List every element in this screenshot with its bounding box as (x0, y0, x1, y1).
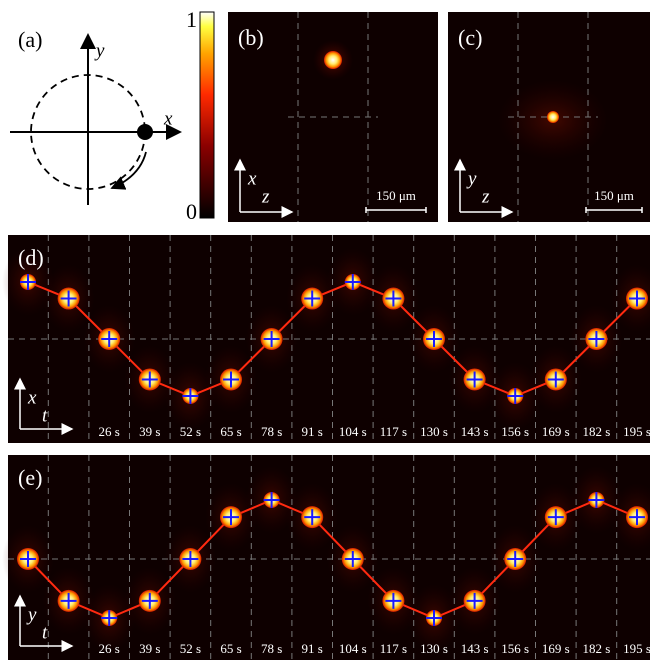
tracked-center (507, 388, 524, 404)
particle-image (547, 111, 559, 123)
time-label: 52 s (180, 424, 201, 439)
time-label: 117 s (380, 641, 407, 656)
tracked-center (426, 610, 442, 626)
tracked-center (385, 592, 402, 609)
axis-label: t (42, 405, 48, 426)
tracked-center (588, 492, 605, 508)
tracked-center (20, 551, 36, 567)
panel-b: (b) x z 150 μm (228, 12, 438, 222)
panel-e: 26 s 39 s 52 s 65 s 78 s 91 s 104 s 117 s 130 s 1… (2, 455, 650, 660)
time-label: 182 s (582, 641, 610, 656)
time-label: 65 s (220, 641, 241, 656)
tracked-center (466, 592, 483, 609)
time-label: 182 s (582, 424, 610, 439)
panel-label: (b) (238, 25, 264, 50)
panel-a: (a) x y (10, 27, 182, 205)
time-label: 143 s (461, 641, 489, 656)
tracked-center (466, 371, 483, 388)
panel-label: (e) (18, 465, 42, 490)
time-label: 91 s (302, 424, 323, 439)
time-label: 130 s (420, 641, 448, 656)
axis-label: x (247, 168, 257, 189)
axis-label: x (163, 108, 173, 129)
axis-label: t (42, 622, 48, 643)
time-label: 104 s (339, 641, 367, 656)
tracked-center (182, 551, 199, 567)
time-label: 130 s (420, 424, 448, 439)
track (27, 280, 638, 398)
time-label: 26 s (99, 641, 120, 656)
tracked-center (344, 551, 361, 567)
particle (137, 124, 153, 140)
axis-label: y (466, 168, 477, 189)
tracked-center (344, 274, 361, 290)
tracked-center (60, 592, 77, 609)
tracked-center (629, 509, 645, 526)
tracked-center (547, 509, 564, 526)
scale-bar-label: 150 μm (594, 188, 634, 203)
time-label: 39 s (139, 641, 160, 656)
time-label: 169 s (542, 424, 570, 439)
tracked-center (182, 388, 199, 404)
tracked-center (101, 331, 118, 347)
panel-d: 26 s 39 s 52 s 65 s 78 s 91 s 104 s 117 s 130 s 1… (2, 235, 650, 443)
tracked-center (426, 331, 442, 347)
axis-label: z (481, 186, 490, 207)
colorbar-tick: 1 (186, 7, 197, 32)
time-label: 26 s (99, 424, 120, 439)
time-label: 78 s (261, 424, 282, 439)
rotation-arrow (110, 151, 147, 190)
tracked-center (20, 274, 36, 290)
tracked-center (101, 610, 118, 626)
panel-label: (a) (18, 27, 42, 52)
scale-bar (585, 207, 643, 213)
tracked-center (223, 509, 239, 526)
tracked-center (141, 371, 158, 388)
track (27, 498, 638, 620)
tracked-center (385, 290, 402, 307)
time-label: 104 s (339, 424, 367, 439)
axis-label: y (94, 40, 105, 61)
tracked-center (141, 592, 158, 609)
panel-label: (d) (18, 245, 44, 270)
tracked-center (223, 371, 239, 388)
axis-label: z (261, 186, 270, 207)
time-label: 52 s (180, 641, 201, 656)
panel-c: (c) y z 150 μm (448, 12, 650, 222)
time-label: 195 s (623, 641, 650, 656)
tracked-center (547, 371, 564, 388)
tracked-center (263, 331, 280, 347)
time-label: 195 s (623, 424, 650, 439)
tracked-center (588, 331, 605, 347)
time-label: 65 s (220, 424, 241, 439)
colorbar (199, 11, 215, 219)
time-label: 143 s (461, 424, 489, 439)
particle-image (324, 51, 342, 69)
axis-label: x (27, 387, 37, 408)
time-label: 156 s (501, 424, 529, 439)
tracked-center (304, 290, 321, 307)
time-label: 78 s (261, 641, 282, 656)
axis-label: y (26, 604, 37, 625)
scale-bar-label: 150 μm (376, 188, 416, 203)
colorbar-tick: 0 (186, 199, 197, 224)
time-label: 91 s (302, 641, 323, 656)
panel-label: (c) (458, 25, 482, 50)
tracked-center (304, 509, 321, 526)
time-label: 117 s (380, 424, 407, 439)
tracked-center (507, 551, 524, 567)
tracked-center (629, 290, 645, 307)
scale-bar (365, 207, 427, 213)
time-label: 39 s (139, 424, 160, 439)
tracked-center (263, 492, 280, 508)
tracked-center (60, 290, 77, 307)
time-label: 169 s (542, 641, 570, 656)
time-label: 156 s (501, 641, 529, 656)
